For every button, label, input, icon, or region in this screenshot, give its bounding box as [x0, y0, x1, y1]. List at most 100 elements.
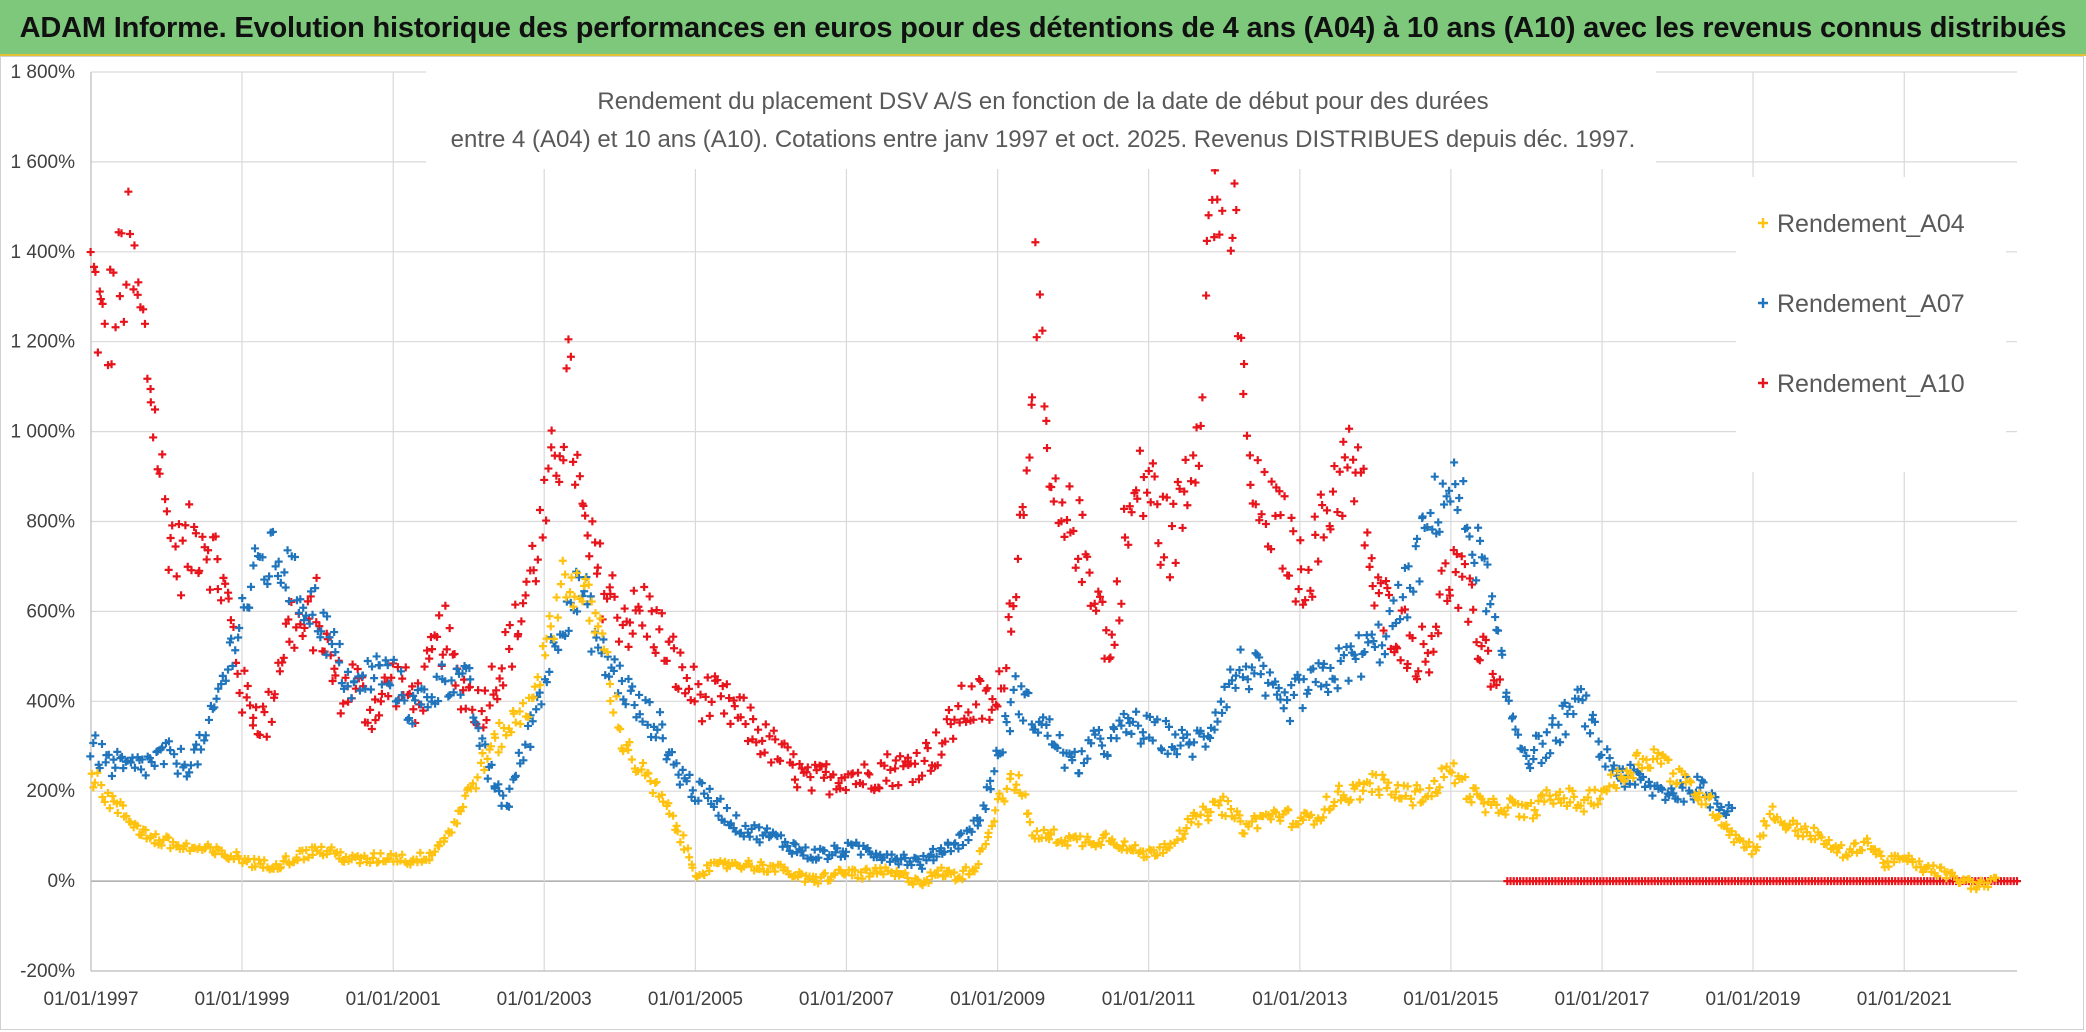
point-rendement-a04 [1657, 759, 1666, 768]
point-rendement-a10 [511, 600, 520, 609]
point-rendement-a10 [1329, 487, 1338, 496]
point-rendement-a10 [492, 686, 501, 695]
point-rendement-a04 [1219, 792, 1228, 801]
point-rendement-a04 [1244, 822, 1253, 831]
point-rendement-a07 [228, 662, 237, 671]
point-rendement-a07 [801, 843, 810, 852]
point-rendement-a04 [471, 784, 480, 793]
point-rendement-a07 [537, 700, 546, 709]
point-rendement-a10 [776, 756, 785, 765]
point-rendement-a07 [1231, 683, 1240, 692]
x-tick-label: 01/01/2021 [1857, 989, 1952, 1010]
point-rendement-a04 [556, 580, 565, 589]
point-rendement-a07 [452, 664, 461, 673]
point-rendement-a07 [998, 748, 1007, 757]
point-rendement-a04 [546, 622, 555, 631]
point-rendement-a10 [1294, 585, 1303, 594]
x-tick-label: 01/01/1997 [43, 989, 138, 1010]
y-tick-label: 1 200% [11, 332, 76, 353]
point-rendement-a10 [726, 719, 735, 728]
point-rendement-a07 [761, 828, 770, 837]
point-rendement-a04 [308, 850, 317, 859]
point-rendement-a10 [1196, 421, 1205, 430]
point-rendement-a07 [1491, 613, 1500, 622]
point-rendement-a04 [1809, 823, 1818, 832]
point-rendement-a07 [1723, 807, 1732, 816]
point-rendement-a04 [1606, 770, 1615, 779]
point-rendement-a04 [1729, 838, 1738, 847]
point-rendement-a04 [616, 724, 625, 733]
point-rendement-a10 [252, 703, 261, 712]
point-rendement-a04 [984, 828, 993, 837]
point-rendement-a04 [157, 841, 166, 850]
point-rendement-a04 [1173, 835, 1182, 844]
point-rendement-a10 [501, 628, 510, 637]
point-rendement-a04 [679, 845, 688, 854]
point-rendement-a10 [420, 662, 429, 671]
point-rendement-a07 [1097, 741, 1106, 750]
point-rendement-a04 [1832, 848, 1841, 857]
legend: Rendement_A04 Rendement_A07 Rendement_A10 [1736, 177, 2006, 472]
point-rendement-a04 [1593, 800, 1602, 809]
point-rendement-a10 [1253, 456, 1262, 465]
point-rendement-a10 [205, 585, 214, 594]
point-rendement-a07 [404, 714, 413, 723]
y-tick-label: 1 400% [11, 242, 76, 263]
point-rendement-a04 [1686, 778, 1695, 787]
point-rendement-a10 [922, 739, 931, 748]
point-rendement-a04 [1322, 792, 1331, 801]
point-rendement-a10 [270, 690, 279, 699]
point-rendement-a07 [755, 838, 764, 847]
point-rendement-a04 [1335, 781, 1343, 790]
point-rendement-a07 [535, 688, 544, 697]
point-rendement-a07 [731, 827, 740, 836]
point-rendement-a10 [942, 715, 951, 724]
point-rendement-a04 [1595, 794, 1604, 803]
point-rendement-a10 [1276, 511, 1285, 520]
point-rendement-a10 [686, 696, 695, 705]
point-rendement-a07 [1264, 678, 1273, 687]
point-rendement-a10 [1472, 638, 1481, 647]
point-rendement-a10 [255, 731, 264, 740]
legend-marker [1758, 298, 1768, 308]
point-rendement-a10 [684, 684, 693, 693]
point-rendement-a10 [143, 374, 152, 383]
y-tick-label: 1 600% [11, 152, 76, 173]
point-rendement-a10 [149, 433, 158, 442]
point-rendement-a10 [423, 646, 432, 655]
point-rendement-a07 [1597, 750, 1606, 759]
point-rendement-a04 [1299, 815, 1308, 824]
point-rendement-a10 [371, 716, 380, 725]
point-rendement-a07 [109, 755, 118, 764]
point-rendement-a07 [1590, 717, 1599, 726]
point-rendement-a10 [1117, 599, 1126, 608]
point-rendement-a07 [1087, 739, 1096, 748]
point-rendement-a04 [137, 831, 146, 840]
point-rendement-a04 [1503, 803, 1512, 812]
point-rendement-a07 [185, 768, 194, 777]
point-rendement-a10 [438, 650, 447, 659]
chart-title: Rendement du placement DSV A/S en foncti… [426, 59, 1656, 169]
point-rendement-a10 [767, 758, 776, 767]
point-rendement-a07 [159, 760, 168, 769]
point-rendement-a10 [202, 555, 211, 564]
point-rendement-a04 [279, 857, 288, 866]
x-axis: 01/01/1997 01/01/1999 01/01/2001 01/01/2003… [43, 970, 2017, 1010]
point-rendement-a07 [1509, 712, 1518, 721]
point-rendement-a07 [1350, 650, 1359, 659]
point-rendement-a04 [1863, 838, 1872, 847]
point-rendement-a07 [223, 665, 232, 674]
y-tick-label: 0% [48, 871, 76, 892]
point-rendement-a10 [191, 529, 200, 538]
point-rendement-a10 [489, 690, 498, 699]
point-rendement-a10 [860, 760, 869, 769]
point-rendement-a10 [1124, 540, 1133, 549]
point-rendement-a04 [1875, 847, 1884, 856]
point-rendement-a04 [698, 869, 707, 878]
point-rendement-a04 [1407, 794, 1416, 803]
point-rendement-a10 [933, 761, 942, 770]
point-rendement-a10 [1443, 596, 1452, 605]
point-rendement-a07 [1609, 761, 1618, 770]
y-tick-label: 1 800% [11, 62, 76, 83]
point-rendement-a10 [941, 737, 950, 746]
